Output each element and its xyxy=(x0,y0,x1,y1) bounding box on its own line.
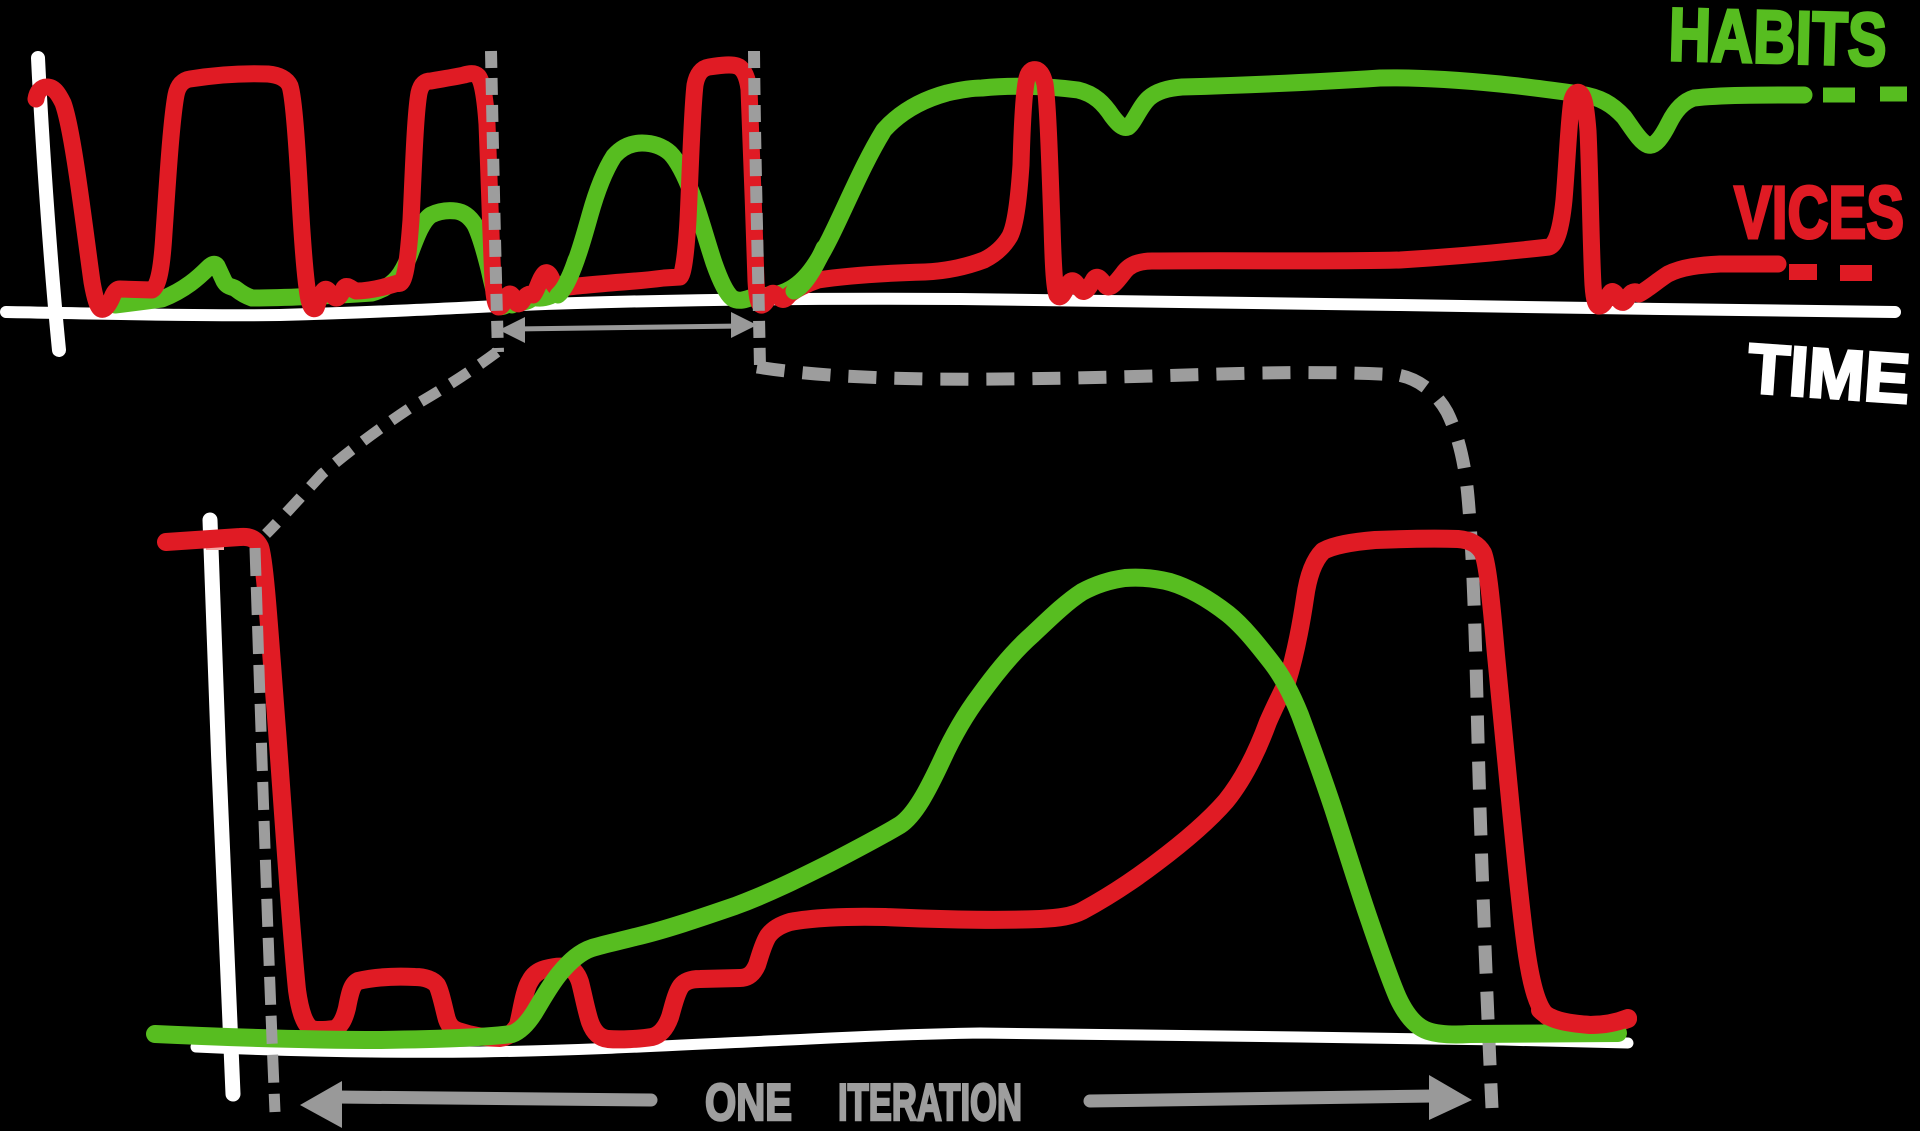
svg-text:ITERATION: ITERATION xyxy=(838,1074,1022,1131)
svg-text:VICES: VICES xyxy=(1734,171,1904,254)
svg-text:TIME: TIME xyxy=(1745,329,1912,418)
svg-text:ONE: ONE xyxy=(705,1074,792,1131)
svg-text:HABITS: HABITS xyxy=(1668,0,1888,82)
